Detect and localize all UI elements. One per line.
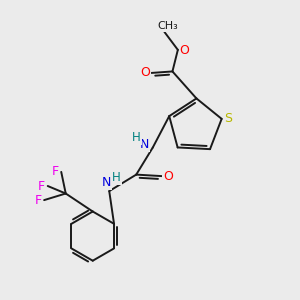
Text: H: H — [132, 130, 141, 144]
Text: O: O — [164, 169, 173, 183]
Text: F: F — [38, 179, 45, 193]
Text: H: H — [112, 171, 121, 184]
Text: S: S — [224, 112, 232, 125]
Text: F: F — [34, 194, 42, 207]
Text: O: O — [140, 66, 150, 79]
Text: N: N — [140, 138, 149, 151]
Text: CH₃: CH₃ — [157, 21, 178, 32]
Text: N: N — [101, 176, 111, 189]
Text: F: F — [52, 165, 59, 178]
Text: O: O — [179, 44, 189, 57]
